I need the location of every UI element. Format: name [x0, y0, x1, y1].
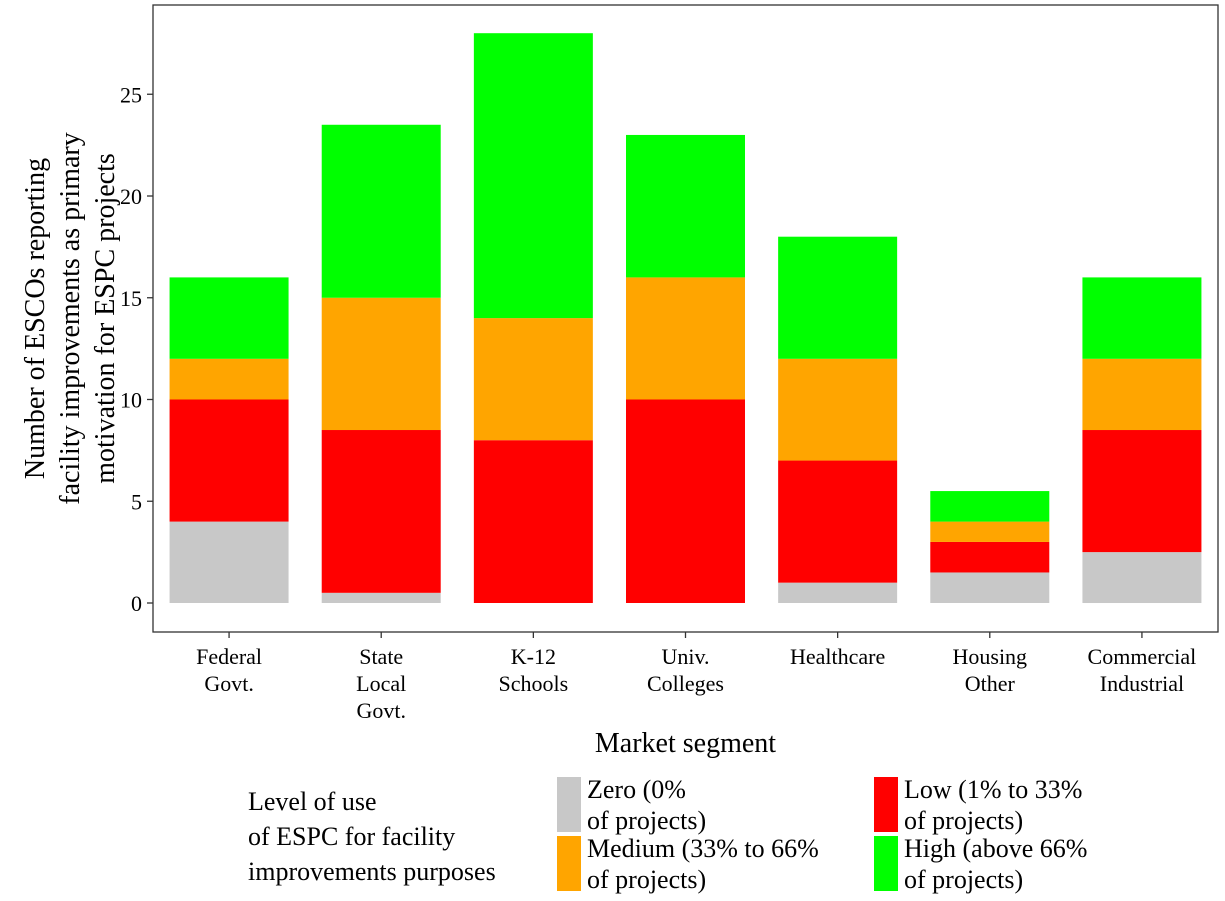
x-category-label-line: State: [359, 644, 403, 669]
x-category-label-line: Govt.: [204, 671, 254, 696]
x-category-label-line: Federal: [196, 644, 262, 669]
x-category-label: K-12 Schools: [499, 644, 569, 696]
legend-label-line: High (above 66%: [904, 834, 1087, 863]
legend-key: [557, 777, 581, 832]
y-tick-label: 15: [120, 286, 142, 311]
legend: Level of use of ESPC for facility improvem…: [248, 775, 1087, 894]
bar-segment: [930, 491, 1050, 522]
legend-label-line: Low (1% to 33%: [904, 775, 1082, 804]
y-tick-label: 0: [131, 591, 142, 616]
legend-key: [874, 836, 898, 891]
x-category-label-line: Commercial: [1088, 644, 1197, 669]
y-tick-label: 20: [120, 184, 142, 209]
bar-segment: [930, 521, 1050, 542]
bar-segment: [169, 399, 289, 522]
x-category-label-line: Schools: [499, 671, 569, 696]
x-category-label-line: Govt.: [356, 698, 406, 723]
x-category-label: Housing Other: [953, 644, 1028, 696]
bar-segment: [778, 460, 898, 583]
legend-title-line: of ESPC for facility: [248, 822, 455, 851]
y-axis-title-line: Number of ESCOs reporting: [20, 158, 51, 479]
bar-segment: [1082, 552, 1202, 604]
x-category-label-line: Housing: [953, 644, 1028, 669]
x-category-label: State Local Govt.: [356, 644, 406, 723]
bar-segment: [169, 277, 289, 359]
bar-segment: [1082, 358, 1202, 431]
bar-segment: [778, 582, 898, 603]
bar-segment: [321, 592, 441, 603]
legend-label-line: of projects): [587, 865, 706, 894]
legend-title: Level of use of ESPC for facility improvem…: [248, 787, 496, 886]
bar-segment: [778, 236, 898, 359]
x-category-label: Commercial Industrial: [1088, 644, 1197, 696]
x-category-label-line: Healthcare: [790, 644, 885, 669]
bar-segment: [169, 521, 289, 603]
bar-segment: [778, 358, 898, 461]
bar-segment: [169, 358, 289, 400]
x-category-label-line: K-12: [511, 644, 556, 669]
bar-segment: [473, 318, 593, 441]
x-category-label: Federal Govt.: [196, 644, 262, 696]
legend-title-line: improvements purposes: [248, 857, 496, 886]
x-category-label-line: Industrial: [1100, 671, 1184, 696]
legend-title-line: Level of use: [248, 787, 377, 816]
legend-label: Low (1% to 33% of projects): [904, 775, 1082, 835]
x-category-label-line: Colleges: [647, 671, 724, 696]
legend-label-line: of projects): [587, 806, 706, 835]
bar-segment: [473, 440, 593, 603]
x-category-label-line: Local: [356, 671, 406, 696]
y-axis-title-line: facility improvements as primary: [55, 132, 86, 504]
legend-label-line: of projects): [904, 806, 1023, 835]
bar-segment: [1082, 277, 1202, 359]
bar-segment: [321, 124, 441, 298]
legend-label-line: of projects): [904, 865, 1023, 894]
y-axis-title-line: motivation for ESPC projects: [90, 153, 121, 484]
bar-segment: [321, 297, 441, 431]
y-axis-title: Number of ESCOs reporting facility improv…: [20, 132, 121, 504]
bar-segment: [930, 541, 1050, 573]
bar-segment: [930, 572, 1050, 603]
x-category-label: Healthcare: [790, 644, 885, 669]
legend-key: [557, 836, 581, 891]
plot-area: [169, 33, 1202, 604]
y-tick-label: 25: [120, 82, 142, 107]
y-tick-label: 10: [120, 388, 142, 413]
bar-segment: [626, 134, 745, 278]
x-category-label-line: Univ.: [661, 644, 709, 669]
legend-label: Zero (0% of projects): [587, 775, 706, 835]
y-tick-label: 5: [131, 489, 142, 514]
bar-segment: [473, 33, 593, 319]
x-axis-title: Market segment: [595, 728, 776, 759]
bar-segment: [1082, 430, 1202, 553]
legend-key: [874, 777, 898, 832]
legend-label: Medium (33% to 66% of projects): [587, 834, 819, 894]
legend-label-line: Zero (0%: [587, 775, 686, 804]
bar-segment: [626, 277, 745, 400]
legend-label: High (above 66% of projects): [904, 834, 1087, 894]
legend-label-line: Medium (33% to 66%: [587, 834, 819, 863]
bar-segment: [321, 430, 441, 593]
x-category-label-line: Other: [965, 671, 1016, 696]
x-category-label: Univ. Colleges: [647, 644, 724, 696]
bar-segment: [626, 399, 745, 603]
